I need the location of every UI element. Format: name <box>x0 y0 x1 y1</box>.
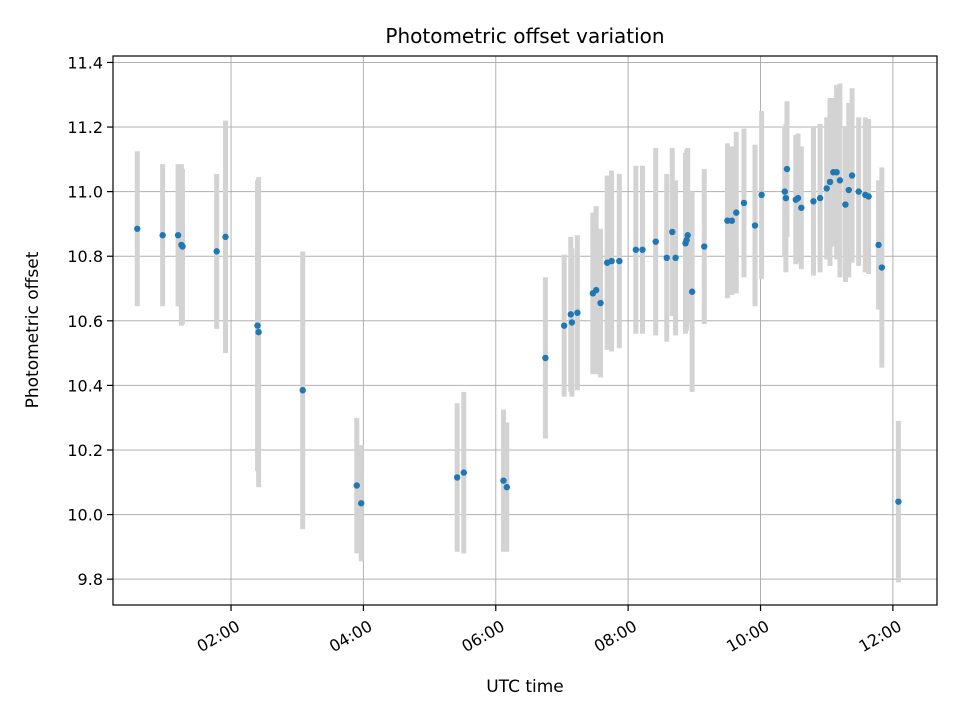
x-tick-label: 10:00 <box>723 616 772 656</box>
data-point <box>684 232 691 239</box>
data-point <box>855 188 862 195</box>
data-point <box>683 236 690 244</box>
data-point <box>222 233 229 241</box>
data-point <box>460 469 467 476</box>
data-point <box>353 482 360 489</box>
y-tick-label: 11.0 <box>67 183 103 202</box>
data-point <box>733 209 740 216</box>
y-tick-label: 9.8 <box>78 570 103 589</box>
data-point <box>783 165 791 173</box>
data-point <box>823 185 830 192</box>
data-point <box>816 194 824 202</box>
data-point <box>794 194 802 202</box>
chart-title: Photometric offset variation <box>385 24 664 48</box>
data-point <box>688 288 696 295</box>
data-point <box>574 309 581 316</box>
data-point <box>669 228 676 236</box>
data-point <box>728 217 736 224</box>
data-point <box>174 232 182 239</box>
data-point <box>500 477 507 484</box>
y-tick-label: 10.8 <box>67 247 103 266</box>
data-point <box>740 199 748 207</box>
data-point <box>758 191 765 199</box>
data-point <box>724 217 731 224</box>
data-point <box>567 311 574 318</box>
data-point <box>542 354 549 362</box>
data-point <box>842 201 849 208</box>
data-point <box>632 246 640 253</box>
data-point <box>875 241 882 249</box>
data-point <box>865 193 872 200</box>
data-point <box>826 178 834 186</box>
errorbar-layer <box>134 83 901 583</box>
data-point <box>895 498 902 505</box>
data-point <box>663 254 670 262</box>
y-tick-label: 10.4 <box>67 376 103 395</box>
data-point <box>608 257 615 265</box>
x-tick-label: 12:00 <box>855 616 904 656</box>
y-tick-label: 11.4 <box>67 53 103 72</box>
y-tick-label: 10.2 <box>67 441 103 460</box>
point-layer <box>134 165 902 507</box>
data-point <box>836 177 844 184</box>
data-point <box>299 387 306 394</box>
y-tick-label: 10.6 <box>67 312 103 331</box>
data-point <box>254 322 261 329</box>
data-point <box>179 243 186 250</box>
data-point <box>639 246 646 253</box>
data-point <box>503 483 510 491</box>
y-axis-label: Photometric offset <box>23 251 43 408</box>
data-point <box>134 225 141 232</box>
data-point <box>701 243 708 250</box>
data-point <box>652 238 659 245</box>
data-point <box>798 204 805 211</box>
plot-frame <box>112 55 938 606</box>
data-point <box>810 198 817 205</box>
data-point <box>751 222 759 229</box>
data-point <box>159 232 166 239</box>
x-tick-label: 08:00 <box>591 616 640 656</box>
data-point <box>782 194 790 202</box>
x-tick-label: 02:00 <box>194 616 243 656</box>
grid-layer <box>113 56 937 605</box>
data-point <box>781 188 788 195</box>
x-axis-label: UTC time <box>486 677 564 697</box>
data-point <box>616 257 623 265</box>
x-tick-label: 04:00 <box>326 616 375 656</box>
data-point <box>672 254 679 262</box>
data-point <box>568 319 576 326</box>
data-point <box>213 248 220 255</box>
tick-layer: 9.8 10.0 10.2 10.4 10.6 10.8 11.0 11.2 11.4 02:00… <box>67 53 905 655</box>
data-point <box>848 172 856 179</box>
data-point <box>592 286 600 294</box>
data-point <box>845 186 852 194</box>
x-tick-label: 06:00 <box>458 616 507 656</box>
data-point <box>560 322 568 329</box>
y-tick-label: 10.0 <box>67 506 103 525</box>
data-point <box>453 474 461 481</box>
data-point <box>878 264 886 271</box>
data-point <box>357 500 365 507</box>
data-point <box>255 328 262 336</box>
data-point <box>833 169 840 176</box>
y-tick-label: 11.2 <box>67 118 103 137</box>
data-point <box>597 299 604 307</box>
